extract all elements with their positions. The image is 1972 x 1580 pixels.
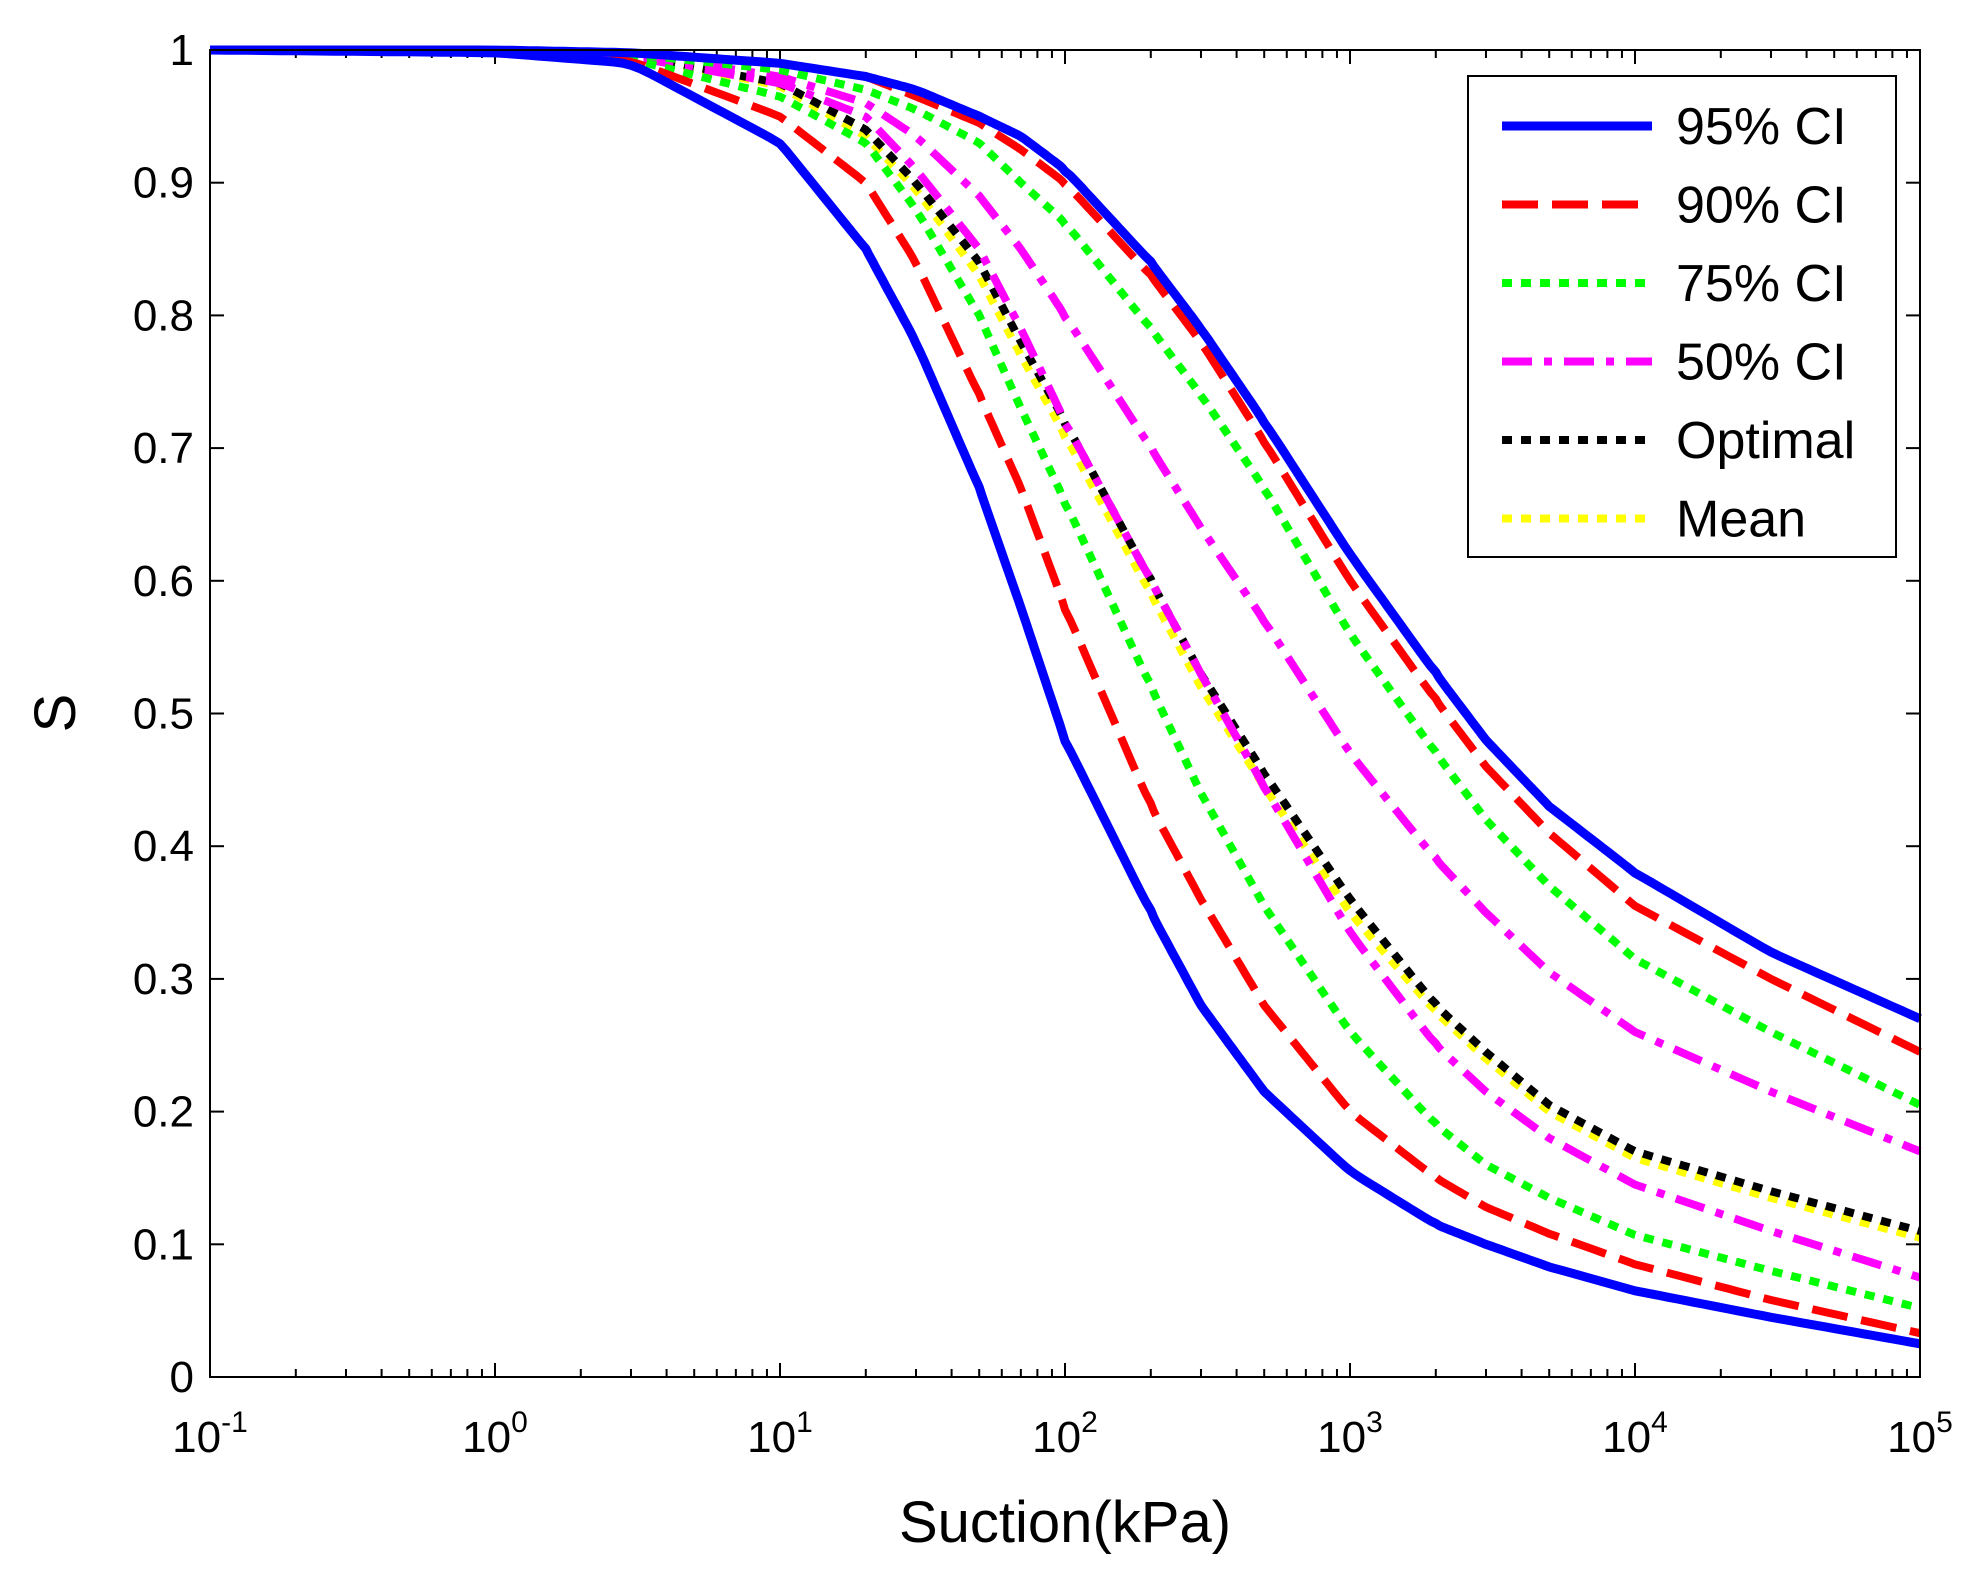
series-line-50-ci-upper <box>210 46 1922 1156</box>
x-tick-label: 102 <box>1032 1406 1098 1462</box>
series-line-95-ci-upper <box>210 45 1922 1023</box>
axes: 0 0.1 0.2 0.3 0.4 0.5 0.6 0.7 0.8 0.9 1 10-1 100 101 1… <box>133 26 1953 1462</box>
legend-label-75-ci: 75% CI <box>1676 255 1847 313</box>
series-line-75-ci-lower <box>209 46 1921 1312</box>
x-tick-label: 105 <box>1887 1406 1953 1462</box>
y-axis-label: S <box>23 694 88 733</box>
legend-label-90-ci: 90% CI <box>1676 177 1847 235</box>
x-tick-label: 100 <box>462 1406 528 1462</box>
y-tick-label: 0.5 <box>133 690 194 739</box>
x-tick-label: 104 <box>1602 1406 1668 1462</box>
y-tick-label: 0.6 <box>133 557 194 606</box>
y-tick-label: 0.2 <box>133 1088 194 1137</box>
series-line-90-ci-lower <box>209 46 1921 1338</box>
legend: 95% CI 90% CI 75% CI 50% CI Optimal Mean <box>1467 75 1897 558</box>
legend-label-50-ci: 50% CI <box>1676 334 1847 392</box>
y-tick-label: 0.7 <box>133 424 194 473</box>
y-tick-label: 0.1 <box>133 1220 194 1269</box>
series-line-75-ci-upper <box>210 46 1922 1109</box>
series-line-50-ci-lower <box>209 46 1922 1282</box>
plot-frame <box>209 49 1921 1378</box>
y-tick-label: 0.3 <box>133 955 194 1004</box>
y-tick-label: 0.4 <box>133 822 194 871</box>
series-layer <box>209 45 1922 1349</box>
x-axis-label: Suction(kPa) <box>899 1490 1231 1555</box>
x-tick-label: 103 <box>1317 1406 1383 1462</box>
legend-label-95-ci: 95% CI <box>1676 98 1847 156</box>
y-tick-label: 0.8 <box>133 291 194 340</box>
x-tick-label: 10-1 <box>172 1406 248 1462</box>
y-tick-label: 1 <box>170 26 194 75</box>
y-tick-label: 0 <box>170 1353 194 1402</box>
legend-box <box>1467 75 1897 558</box>
x-tick-label: 101 <box>747 1406 813 1462</box>
y-tick-label: 0.9 <box>133 159 194 208</box>
legend-label-optimal: Optimal <box>1676 412 1855 470</box>
legend-label-mean: Mean <box>1676 491 1806 549</box>
series-line-95-ci-lower <box>209 45 1921 1349</box>
